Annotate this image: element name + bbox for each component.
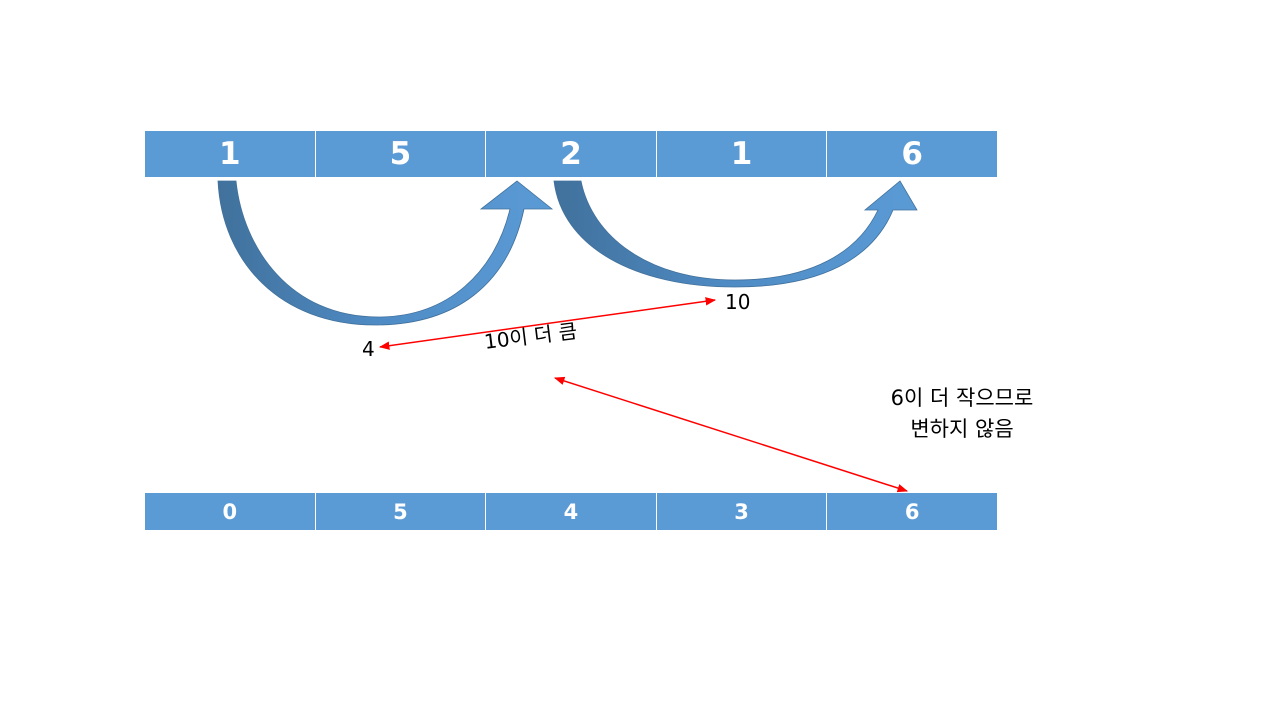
bottom-array-cell-2: 4 bbox=[486, 493, 657, 530]
bottom-array: 0 5 4 3 6 bbox=[145, 493, 997, 530]
top-array-cell-1: 5 bbox=[315, 131, 487, 177]
top-array-cell-3: 1 bbox=[656, 131, 828, 177]
top-array-cell-4: 6 bbox=[827, 131, 997, 177]
top-array: 1 5 2 1 6 bbox=[145, 131, 997, 177]
curved-arrow-3-to-5 bbox=[553, 180, 918, 288]
top-array-cell-0: 1 bbox=[145, 131, 316, 177]
top-array-cell-2: 2 bbox=[486, 131, 657, 177]
bottom-array-cell-0: 0 bbox=[145, 493, 316, 530]
result-note: 6이 더 작으므로 변하지 않음 bbox=[866, 383, 1058, 445]
bottom-array-cell-3: 3 bbox=[656, 493, 828, 530]
result-note-line-2: 변하지 않음 bbox=[910, 417, 1014, 441]
curved-arrow-1-to-3 bbox=[217, 180, 554, 326]
path-sum-4-label: 4 bbox=[362, 337, 375, 361]
bottom-array-cell-1: 5 bbox=[315, 493, 487, 530]
path-sum-10-label: 10 bbox=[725, 290, 751, 314]
result-connector bbox=[554, 376, 908, 493]
bottom-array-cell-4: 6 bbox=[827, 493, 997, 530]
result-note-line-1: 6이 더 작으므로 bbox=[890, 386, 1034, 410]
compare-connector bbox=[378, 297, 717, 350]
